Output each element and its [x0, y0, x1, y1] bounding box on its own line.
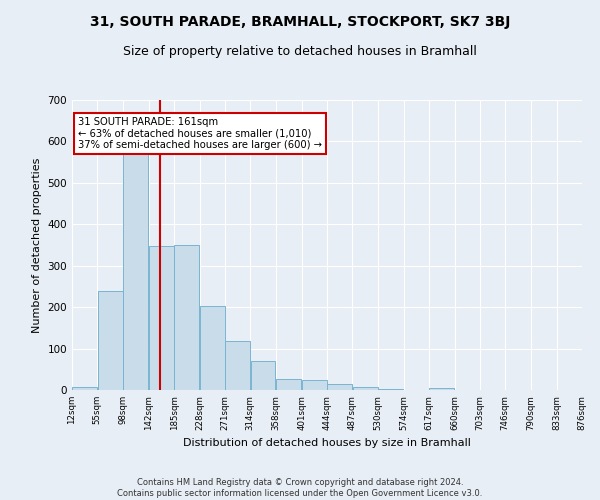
Bar — [430, 388, 454, 390]
Bar — [302, 380, 327, 390]
Y-axis label: Number of detached properties: Number of detached properties — [32, 158, 42, 332]
Bar — [251, 361, 275, 390]
Bar — [378, 389, 403, 390]
Text: Size of property relative to detached houses in Bramhall: Size of property relative to detached ho… — [123, 45, 477, 58]
Text: 31 SOUTH PARADE: 161sqm
← 63% of detached houses are smaller (1,010)
37% of semi: 31 SOUTH PARADE: 161sqm ← 63% of detache… — [78, 116, 322, 150]
Bar — [327, 384, 352, 390]
Text: Contains HM Land Registry data © Crown copyright and database right 2024.
Contai: Contains HM Land Registry data © Crown c… — [118, 478, 482, 498]
Bar — [277, 379, 301, 390]
Bar — [72, 387, 97, 390]
X-axis label: Distribution of detached houses by size in Bramhall: Distribution of detached houses by size … — [183, 438, 471, 448]
Bar — [225, 341, 250, 390]
Bar — [200, 306, 224, 390]
Bar — [123, 146, 148, 390]
Bar — [149, 246, 174, 390]
Bar — [98, 292, 122, 390]
Bar — [353, 386, 377, 390]
Bar — [175, 246, 199, 390]
Text: 31, SOUTH PARADE, BRAMHALL, STOCKPORT, SK7 3BJ: 31, SOUTH PARADE, BRAMHALL, STOCKPORT, S… — [90, 15, 510, 29]
